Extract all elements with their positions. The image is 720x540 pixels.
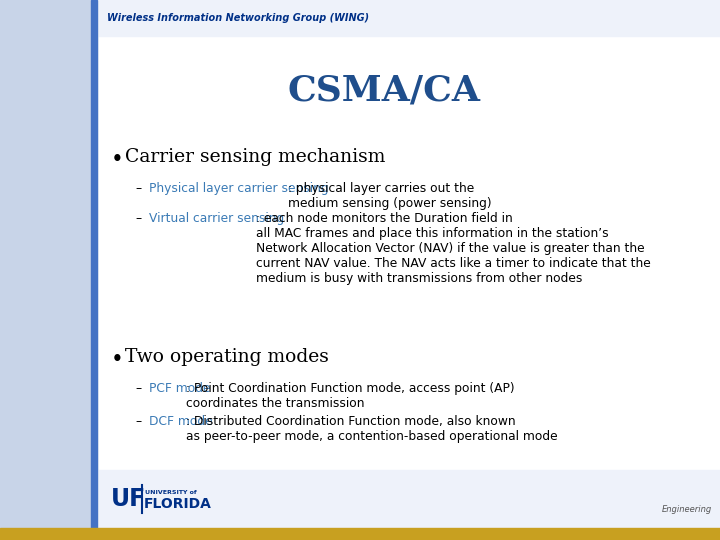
Text: Engineering: Engineering xyxy=(662,505,712,515)
Bar xyxy=(0,0,97,540)
Text: –: – xyxy=(135,212,141,225)
Text: FLORIDA: FLORIDA xyxy=(144,497,212,511)
Text: Physical layer carrier sensing: Physical layer carrier sensing xyxy=(149,182,328,195)
Bar xyxy=(97,470,720,528)
Text: –: – xyxy=(135,415,141,428)
Text: Virtual carrier sensing: Virtual carrier sensing xyxy=(149,212,284,225)
Text: : each node monitors the Duration field in
all MAC frames and place this informa: : each node monitors the Duration field … xyxy=(256,212,651,285)
Bar xyxy=(91,0,97,540)
Text: UNIVERSITY of: UNIVERSITY of xyxy=(145,489,197,495)
Text: : Distributed Coordination Function mode, also known
as peer-to-peer mode, a con: : Distributed Coordination Function mode… xyxy=(186,415,558,443)
Text: Two operating modes: Two operating modes xyxy=(125,348,329,366)
Text: : physical layer carries out the
medium sensing (power sensing): : physical layer carries out the medium … xyxy=(289,182,492,210)
Text: PCF mode: PCF mode xyxy=(149,382,210,395)
Text: –: – xyxy=(135,182,141,195)
Text: Carrier sensing mechanism: Carrier sensing mechanism xyxy=(125,148,385,166)
Text: : Point Coordination Function mode, access point (AP)
coordinates the transmissi: : Point Coordination Function mode, acce… xyxy=(186,382,515,410)
Bar xyxy=(97,0,720,36)
Text: •: • xyxy=(111,349,124,371)
Text: •: • xyxy=(111,149,124,171)
Text: Wireless Information Networking Group (WING): Wireless Information Networking Group (W… xyxy=(107,13,369,23)
Text: DCF mode: DCF mode xyxy=(149,415,212,428)
Bar xyxy=(0,528,720,540)
Text: –: – xyxy=(135,382,141,395)
Text: UF: UF xyxy=(111,487,146,511)
Text: CSMA/CA: CSMA/CA xyxy=(288,74,481,108)
